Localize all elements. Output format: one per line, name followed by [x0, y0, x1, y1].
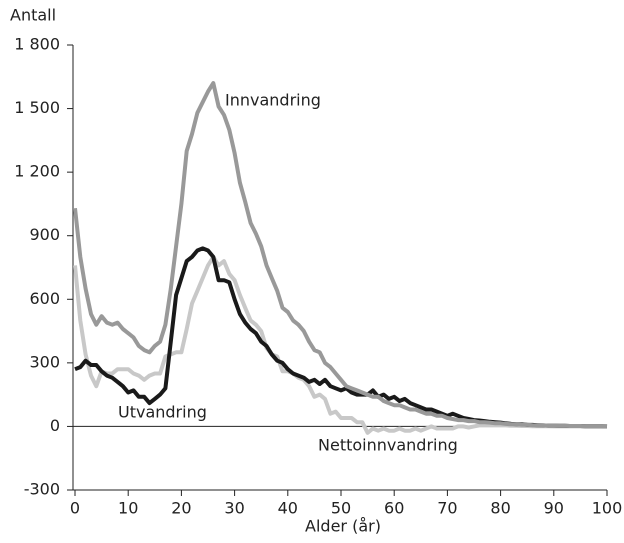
series-line [73, 81, 608, 429]
y-tick-label: 1 500 [14, 98, 60, 117]
y-axis-label: Antall [10, 6, 56, 25]
y-tick-label: 900 [29, 225, 60, 244]
x-tick-label: 60 [384, 499, 404, 518]
series-label: Utvandring [118, 403, 207, 422]
x-tick-label: 90 [544, 499, 564, 518]
y-tick-label: 600 [29, 289, 60, 308]
y-tick-label: 1 200 [14, 162, 60, 181]
x-tick-label: 30 [224, 499, 244, 518]
x-axis-label: Alder (år) [305, 517, 381, 536]
series-label: Innvandring [225, 91, 321, 110]
x-tick-label: 40 [278, 499, 298, 518]
x-tick-label: 50 [331, 499, 351, 518]
y-tick-label: 300 [29, 352, 60, 371]
series-label: Nettoinnvandring [318, 436, 458, 455]
series-line [74, 246, 608, 429]
x-tick-label: 0 [70, 499, 80, 518]
x-tick-label: 80 [490, 499, 510, 518]
y-tick-label: 1 800 [14, 35, 60, 54]
x-tick-label: 20 [171, 499, 191, 518]
y-tick-label: -300 [24, 480, 60, 499]
x-tick-label: 100 [592, 499, 623, 518]
x-tick-label: 70 [437, 499, 457, 518]
x-tick-label: 10 [118, 499, 138, 518]
y-tick-label: 0 [50, 416, 60, 435]
